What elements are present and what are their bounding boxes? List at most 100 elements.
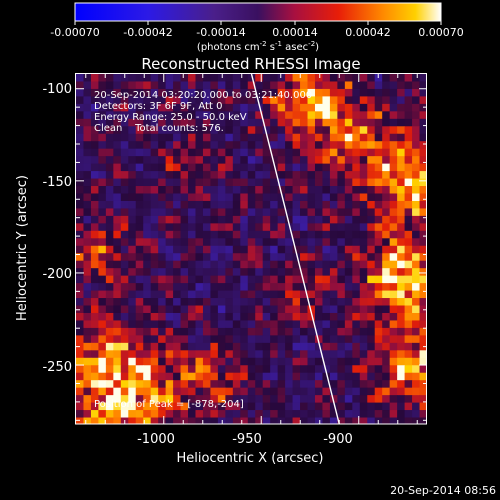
heatmap-cell: [240, 178, 249, 187]
heatmap-cell: [255, 171, 264, 179]
heatmap-cell: [98, 350, 107, 359]
y-tick-label: -250: [42, 360, 72, 375]
heatmap-cell: [382, 402, 391, 411]
heatmap-cell: [217, 312, 226, 321]
heatmap-cell: [255, 290, 264, 299]
heatmap-cell: [120, 81, 129, 90]
heatmap-cell: [337, 372, 346, 381]
heatmap-cell: [314, 230, 323, 239]
heatmap-cell: [322, 350, 331, 359]
heatmap-cell: [374, 178, 383, 187]
heatmap-cell: [419, 223, 427, 232]
heatmap-cell: [412, 171, 420, 179]
heatmap-cell: [337, 268, 346, 277]
heatmap-cell: [374, 230, 383, 239]
heatmap-cell: [412, 126, 420, 135]
heatmap-cell: [98, 126, 107, 135]
heatmap-cell: [202, 103, 211, 112]
heatmap-cell: [419, 260, 427, 269]
heatmap-cell: [120, 148, 129, 157]
heatmap-cell: [382, 298, 391, 306]
heatmap-cell: [262, 395, 271, 403]
heatmap-cell: [76, 215, 84, 224]
heatmap-cell: [180, 253, 189, 262]
heatmap-cell: [307, 200, 316, 209]
heatmap-cell: [255, 96, 264, 105]
heatmap-cell: [143, 141, 152, 150]
heatmap-cell: [165, 410, 174, 418]
heatmap-cell: [374, 111, 383, 120]
heatmap-cell: [143, 260, 152, 269]
heatmap-cell: [329, 253, 338, 262]
heatmap-cell: [389, 290, 398, 299]
heatmap-cell: [210, 118, 219, 127]
heatmap-cell: [262, 417, 271, 424]
heatmap-cell: [359, 268, 368, 277]
heatmap-cell: [135, 111, 144, 120]
heatmap-cell: [217, 111, 226, 120]
heatmap-cell: [188, 193, 196, 202]
heatmap-cell: [262, 156, 271, 165]
heatmap-cell: [240, 118, 249, 127]
heatmap-cell: [367, 96, 376, 105]
heatmap-cell: [262, 357, 271, 366]
heatmap-cell: [217, 171, 226, 179]
heatmap-cell: [232, 88, 241, 97]
heatmap-cell: [277, 342, 286, 351]
heatmap-cell: [322, 126, 331, 135]
heatmap-cell: [314, 350, 323, 359]
heatmap-cell: [382, 245, 391, 254]
heatmap-cell: [262, 342, 271, 351]
heatmap-cell: [277, 298, 286, 306]
heatmap-cell: [232, 342, 241, 351]
heatmap-cell: [143, 387, 152, 396]
heatmap-cell: [128, 283, 137, 291]
heatmap-cell: [277, 141, 286, 150]
heatmap-cell: [210, 230, 219, 239]
heatmap-cell: [150, 163, 159, 172]
heatmap-cell: [367, 372, 376, 381]
heatmap-cell: [210, 171, 219, 179]
heatmap-cell: [135, 200, 144, 209]
heatmap-cell: [202, 350, 211, 359]
heatmap-cell: [173, 417, 181, 424]
heatmap-cell: [292, 238, 301, 247]
heatmap-cell: [240, 163, 249, 172]
heatmap-cell: [404, 342, 413, 351]
heatmap-cell: [128, 193, 137, 202]
heatmap-cell: [83, 372, 92, 381]
heatmap-cell: [270, 200, 279, 209]
heatmap-cell: [247, 335, 256, 344]
heatmap-cell: [389, 215, 398, 224]
heatmap-cell: [359, 238, 368, 247]
heatmap-cell: [232, 118, 241, 127]
heatmap-cell: [173, 208, 181, 217]
heatmap-cell: [180, 163, 189, 172]
heatmap-cell: [135, 88, 144, 97]
heatmap-cell: [329, 126, 338, 135]
heatmap-cell: [307, 133, 316, 142]
heatmap-cell: [285, 171, 293, 179]
heatmap-cell: [128, 230, 137, 239]
heatmap-cell: [173, 133, 181, 142]
heatmap-cell: [210, 148, 219, 157]
heatmap-cell: [382, 410, 391, 418]
heatmap-cell: [397, 163, 405, 172]
heatmap-cell: [307, 402, 316, 411]
heatmap-cell: [285, 163, 293, 172]
heatmap-cell: [389, 410, 398, 418]
heatmap-cell: [262, 178, 271, 187]
heatmap-cell: [255, 238, 264, 247]
heatmap-cell: [225, 148, 234, 157]
heatmap-cell: [292, 290, 301, 299]
heatmap-cell: [307, 126, 316, 135]
heatmap-cell: [322, 335, 331, 344]
heatmap-cell: [225, 312, 234, 321]
heatmap-cell: [143, 133, 152, 142]
heatmap-cell: [344, 133, 353, 142]
heatmap-cell: [76, 88, 84, 97]
heatmap-cell: [367, 335, 376, 344]
heatmap-cell: [382, 283, 391, 291]
heatmap-cell: [344, 387, 353, 396]
heatmap-cell: [202, 380, 211, 389]
